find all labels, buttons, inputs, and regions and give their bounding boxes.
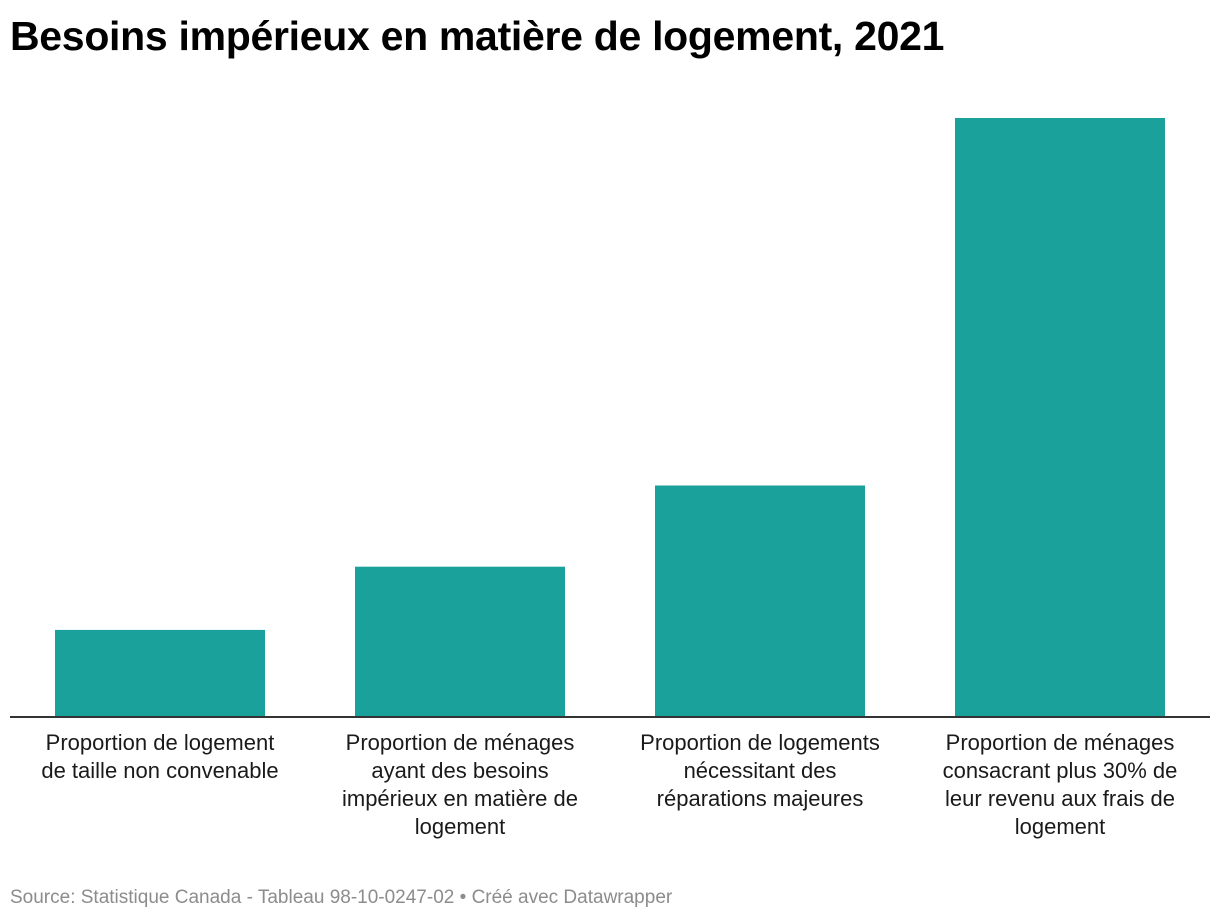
x-tick-label-line: Proportion de ménages [346,730,575,755]
x-tick-label-line: nécessitant des [684,758,837,783]
x-axis-labels: Proportion de logement de taille non conv… [41,730,1177,839]
x-tick-label-line: de taille non convenable [41,758,278,783]
footer-separator: • [454,887,472,908]
x-tick-label-2: Proportion de ménages ayant des besoins im… [342,730,578,839]
x-tick-label-line: impérieux en matière de [342,786,578,811]
bar-1 [55,629,265,717]
bar-4 [955,118,1165,717]
x-tick-label-line: logement [1015,814,1106,839]
chart-title: Besoins impérieux en matière de logement… [10,13,945,59]
source-text: Source: Statistique Canada - Tableau 98-… [10,887,455,908]
x-tick-label-line: Proportion de logements [640,730,880,755]
x-tick-label-line: logement [415,814,506,839]
x-tick-label-line: réparations majeures [657,786,864,811]
x-tick-label-line: ayant des besoins [371,758,548,783]
credit-link[interactable]: Créé avec Datawrapper [471,887,673,908]
x-tick-label-3: Proportion de logements nécessitant des ré… [640,730,880,811]
x-tick-label-line: consacrant plus 30% de [943,758,1178,783]
x-tick-label-line: Proportion de logement [46,730,275,755]
x-tick-label-line: leur revenu aux frais de [945,786,1175,811]
x-tick-label-1: Proportion de logement de taille non conv… [41,730,278,783]
x-tick-label-line: Proportion de ménages [946,730,1175,755]
x-tick-label-4: Proportion de ménages consacrant plus 30%… [943,730,1178,839]
bar-3 [655,485,865,717]
chart-footer: Source: Statistique Canada - Tableau 98-… [10,884,672,912]
bars-group [55,118,1165,717]
bar-2 [355,566,565,717]
